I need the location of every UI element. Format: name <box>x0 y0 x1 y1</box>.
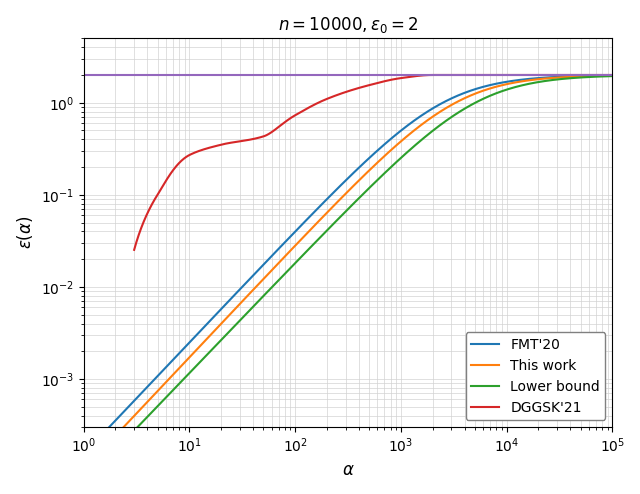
This work <box>474 89 482 95</box>
This work <box>282 253 289 259</box>
Lower bound <box>80 480 88 486</box>
This work <box>80 466 88 472</box>
This work <box>397 139 404 145</box>
Lower bound <box>176 380 184 386</box>
Lower bound <box>515 83 522 89</box>
Line: This work: This work <box>84 76 612 469</box>
FMT'20 <box>424 109 431 115</box>
FMT'20 <box>515 77 522 83</box>
Line: DGGSK'21: DGGSK'21 <box>134 75 612 250</box>
Lower bound <box>474 98 482 104</box>
This work <box>424 118 431 124</box>
FMT'20 <box>282 239 289 245</box>
This work <box>176 365 184 370</box>
Line: FMT'20: FMT'20 <box>84 76 612 454</box>
Title: $n = 10000, \varepsilon_0 = 2$: $n = 10000, \varepsilon_0 = 2$ <box>278 15 419 35</box>
Line: Lower bound: Lower bound <box>84 76 612 483</box>
This work <box>515 79 522 85</box>
Lower bound <box>282 270 289 276</box>
DGGSK'21 <box>429 72 436 78</box>
Lower bound <box>424 132 431 138</box>
FMT'20 <box>80 451 88 457</box>
X-axis label: $\alpha$: $\alpha$ <box>342 461 355 479</box>
This work <box>609 73 616 79</box>
DGGSK'21 <box>280 120 288 125</box>
Legend: FMT'20, This work, Lower bound, DGGSK'21: FMT'20, This work, Lower bound, DGGSK'21 <box>466 332 605 420</box>
FMT'20 <box>397 128 404 134</box>
FMT'20 <box>474 85 482 91</box>
DGGSK'21 <box>503 72 511 78</box>
DGGSK'21 <box>609 72 616 78</box>
DGGSK'21 <box>403 75 410 81</box>
Lower bound <box>397 155 404 161</box>
DGGSK'21 <box>441 72 449 78</box>
Y-axis label: $\varepsilon(\alpha)$: $\varepsilon(\alpha)$ <box>15 216 35 249</box>
FMT'20 <box>176 350 184 356</box>
DGGSK'21 <box>131 247 138 253</box>
DGGSK'21 <box>389 77 397 82</box>
DGGSK'21 <box>488 72 495 78</box>
FMT'20 <box>609 73 616 79</box>
Lower bound <box>609 73 616 79</box>
